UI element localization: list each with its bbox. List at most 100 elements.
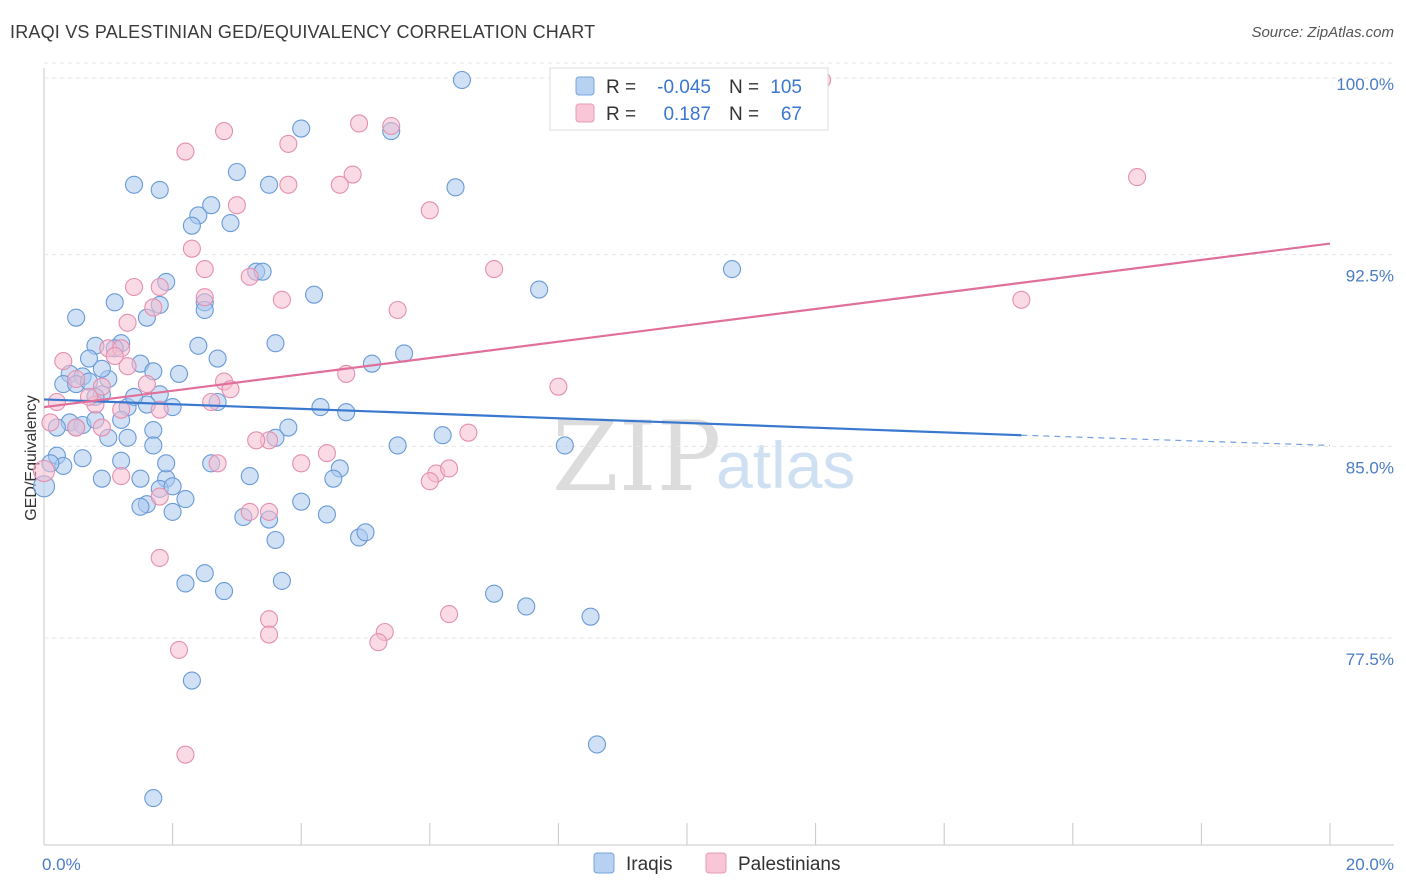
palestinian-point (67, 418, 86, 437)
y-axis-title: GED/Equivalency (23, 395, 40, 520)
iraqi-point (105, 293, 124, 312)
iraqi-point (163, 502, 182, 521)
palestinian-point (259, 625, 279, 644)
iraqi-point (292, 492, 311, 511)
iraqi-point (92, 359, 111, 378)
palestinian-point (176, 142, 195, 161)
iraqi-point (144, 421, 163, 440)
iraqi-point (176, 490, 195, 509)
palestinian-point (195, 260, 214, 279)
iraqi-point (240, 467, 259, 486)
palestinian-point (240, 267, 259, 286)
palestinian-point (369, 633, 388, 652)
palestinian-point (440, 459, 459, 478)
iraqi-point (433, 426, 452, 445)
iraqi-point (317, 505, 336, 524)
palestinian-point (32, 459, 56, 483)
iraqi-point (530, 280, 549, 299)
iraqi-point (356, 523, 375, 542)
palestinian-point (144, 298, 163, 317)
iraqi-point (279, 418, 298, 437)
iraqi-point (581, 607, 600, 626)
series-legend: Iraqis Palestinians (593, 852, 840, 875)
source-label: Source: ZipAtlas.com (1251, 24, 1394, 41)
iraqi-point (446, 178, 465, 197)
palestinian-point (259, 610, 279, 629)
iraqi-point (272, 571, 291, 590)
palestinian-point (176, 745, 195, 764)
palestinian-point (112, 400, 131, 419)
palestinian-point (47, 392, 66, 412)
palestinian-point (67, 369, 86, 389)
watermark-atlas: atlas (716, 428, 855, 502)
iraqi-point (208, 349, 227, 368)
palestinian-point (150, 400, 169, 419)
iraqi-point (311, 398, 330, 417)
iraqi-point (395, 344, 414, 363)
iraqi-trend-line (43, 398, 1022, 437)
iraqi-point (157, 454, 176, 473)
iraqi-point (388, 436, 407, 455)
iraqi-point (555, 436, 574, 455)
iraqi-point (73, 449, 92, 468)
iraqi-point (292, 119, 311, 138)
legend-r-label-1: R = (606, 77, 636, 98)
palestinian-point (182, 239, 201, 258)
y-tick-labels: 77.5% 85.0% 92.5% 100.0% (1336, 75, 1394, 669)
iraqi-point (227, 162, 246, 182)
series-points (32, 70, 1147, 808)
legend-r-value-1: -0.045 (657, 77, 711, 98)
palestinian-point (388, 300, 407, 320)
palestinian-point (549, 377, 568, 396)
iraqi-point (79, 349, 99, 368)
iraqi-point (124, 175, 144, 194)
iraqi-point (305, 285, 324, 304)
iraqi-point (337, 403, 356, 422)
x-tick-marks (43, 823, 1331, 845)
series-legend-label-palestinians: Palestinians (738, 854, 840, 875)
palestinian-point (214, 122, 234, 141)
iraqi-point (587, 735, 607, 754)
stats-legend: R = -0.045 N = 105 R = 0.187 N = 67 (549, 67, 829, 131)
iraqi-point (131, 469, 150, 488)
iraqi-point (266, 334, 285, 353)
iraqi-point (176, 574, 195, 593)
iraqi-point (163, 477, 182, 496)
palestinian-point (420, 201, 439, 220)
palestinian-point (227, 196, 246, 215)
palestinian-point (195, 288, 214, 307)
iraqi-trend-extension (1021, 434, 1331, 447)
palestinian-point (54, 352, 73, 371)
stats-legend-box (549, 67, 829, 131)
iraqi-point (150, 180, 169, 199)
iraqi-point (195, 564, 214, 583)
palestinian-point (279, 175, 298, 194)
iraqi-point (182, 671, 201, 690)
palestinian-point (150, 487, 169, 506)
palestinian-point (247, 431, 266, 450)
iraqi-point (112, 451, 131, 470)
y-tick-label: 100.0% (1336, 75, 1394, 94)
palestinian-point (292, 454, 311, 473)
palestinian-point (208, 454, 227, 473)
palestinian-point (92, 418, 111, 437)
palestinian-point (92, 377, 111, 396)
palestinian-point (240, 502, 259, 521)
iraqi-point (202, 196, 221, 215)
iraqi-point (266, 530, 285, 550)
palestinian-point (1012, 290, 1031, 309)
palestinian-point (112, 467, 131, 486)
legend-swatch-iraqis (575, 76, 595, 96)
iraqi-point (722, 260, 742, 279)
iraqi-point (144, 789, 163, 808)
iraqi-point (259, 175, 279, 194)
palestinian-point (343, 165, 362, 184)
palestinian-point (440, 605, 459, 624)
iraqi-point (182, 216, 201, 235)
palestinian-point (41, 413, 60, 432)
legend-n-label-1: N = (729, 77, 759, 98)
palestinian-point (382, 116, 401, 136)
series-legend-swatch-palestinians (705, 852, 727, 874)
palestinian-point (1128, 168, 1147, 187)
